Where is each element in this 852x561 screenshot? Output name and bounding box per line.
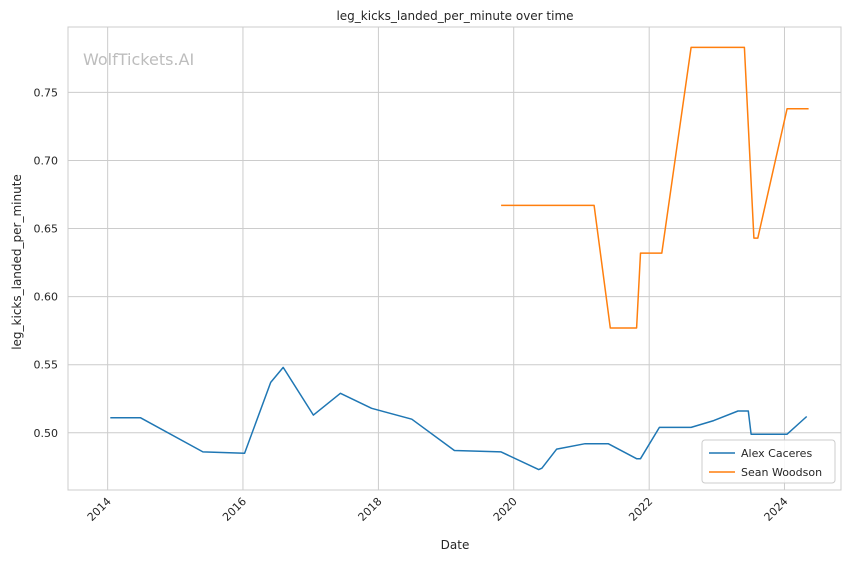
x-tick-label: 2018 bbox=[356, 495, 385, 524]
y-tick-label: 0.50 bbox=[34, 427, 59, 440]
legend-entry: Alex Caceres bbox=[741, 447, 812, 460]
y-axis-label: leg_kicks_landed_per_minute bbox=[10, 174, 24, 350]
chart-title: leg_kicks_landed_per_minute over time bbox=[336, 9, 573, 23]
legend-entry: Sean Woodson bbox=[741, 466, 822, 479]
y-tick-label: 0.75 bbox=[34, 86, 59, 99]
series-lines bbox=[110, 46, 809, 471]
plot-area bbox=[67, 26, 842, 491]
y-tick-label: 0.70 bbox=[34, 154, 59, 167]
x-tick-label: 2016 bbox=[220, 495, 249, 524]
series-line-alex-caceres bbox=[110, 366, 808, 471]
y-tick-label: 0.60 bbox=[34, 291, 59, 304]
x-axis-ticks: 2014 2016 2018 2020 2022 2024 bbox=[85, 495, 791, 524]
y-axis-ticks: 0.50 0.55 0.60 0.65 0.70 0.75 bbox=[34, 86, 59, 439]
y-tick-label: 0.65 bbox=[34, 223, 59, 236]
series-line-sean-woodson bbox=[501, 46, 809, 329]
x-tick-label: 2014 bbox=[85, 495, 114, 524]
y-tick-label: 0.55 bbox=[34, 359, 59, 372]
x-tick-label: 2022 bbox=[626, 495, 655, 524]
grid bbox=[68, 27, 841, 490]
legend: Alex Caceres Sean Woodson bbox=[701, 439, 836, 484]
legend-box bbox=[701, 439, 836, 484]
x-tick-label: 2024 bbox=[762, 495, 791, 524]
watermark: WolfTickets.AI bbox=[83, 50, 194, 69]
x-axis-label: Date bbox=[441, 538, 470, 552]
x-tick-label: 2020 bbox=[491, 495, 520, 524]
